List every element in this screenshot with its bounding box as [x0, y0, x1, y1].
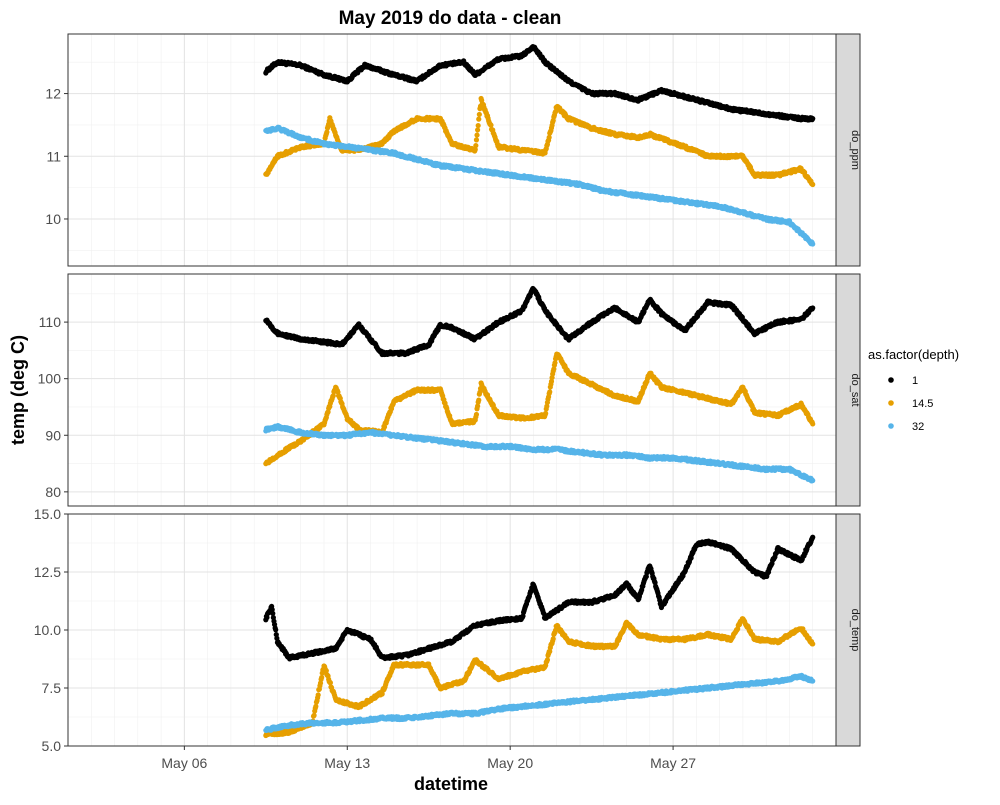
- data-point: [810, 421, 815, 426]
- y-axis-title: temp (deg C): [8, 335, 28, 445]
- data-point: [547, 389, 552, 394]
- y-tick-label: 12: [45, 86, 61, 102]
- data-point: [473, 143, 478, 148]
- panels-layer: 101112do_ppm8090100110do_sat5.07.510.012…: [34, 34, 861, 771]
- data-point: [474, 412, 479, 417]
- y-tick-label: 80: [45, 484, 61, 500]
- data-point: [810, 116, 815, 121]
- y-tick-label: 90: [45, 427, 61, 443]
- data-point: [476, 398, 481, 403]
- data-point: [810, 305, 815, 310]
- y-tick-label: 110: [39, 314, 62, 330]
- data-point: [475, 127, 480, 132]
- data-point: [543, 411, 548, 416]
- panel-background: [68, 274, 836, 506]
- data-point: [810, 182, 815, 187]
- data-point: [810, 241, 815, 246]
- panel-do_ppm: 10 11 12 do_ppm: [45, 34, 861, 266]
- x-axis-title: datetime: [414, 774, 488, 794]
- y-tick-label: 10: [45, 211, 61, 227]
- data-point: [477, 112, 482, 117]
- data-point: [476, 117, 481, 122]
- data-point: [476, 123, 481, 128]
- y-tick-label: 100: [38, 371, 62, 387]
- data-point: [474, 137, 479, 142]
- panel-background: [68, 34, 836, 266]
- data-point: [474, 132, 479, 137]
- y-tick-label: 11: [46, 148, 61, 164]
- chart-title: May 2019 do data - clean: [339, 8, 562, 29]
- facet-strip-label: do_ppm: [849, 130, 861, 170]
